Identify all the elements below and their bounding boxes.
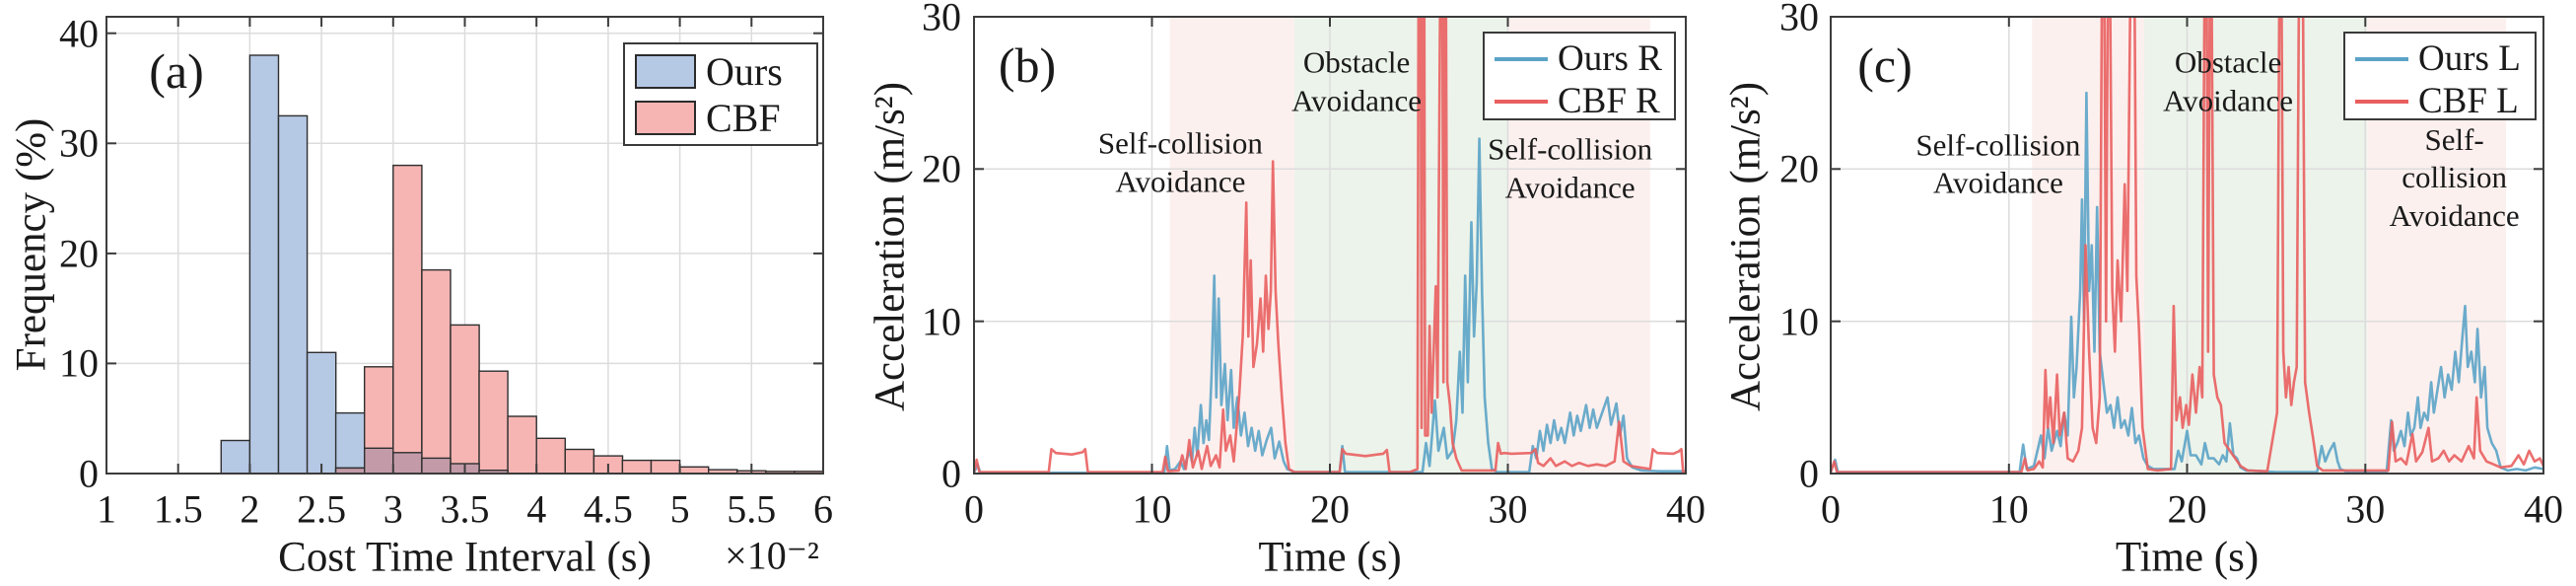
axis-ticks <box>105 17 824 475</box>
series-line-ours-r <box>974 137 1686 474</box>
axis-ticks <box>973 16 1687 475</box>
series-line-cbf-l <box>1831 17 2543 474</box>
histogram-bars-cbf <box>334 164 824 475</box>
region-band-1-2 <box>1507 17 1650 474</box>
axis-ticks <box>1830 16 2544 475</box>
series-line-cbf-r <box>974 17 1686 474</box>
series-line-ours-l <box>1831 91 2543 474</box>
region-band-1-1 <box>1293 17 1508 474</box>
region-band-2-1 <box>2144 17 2367 474</box>
